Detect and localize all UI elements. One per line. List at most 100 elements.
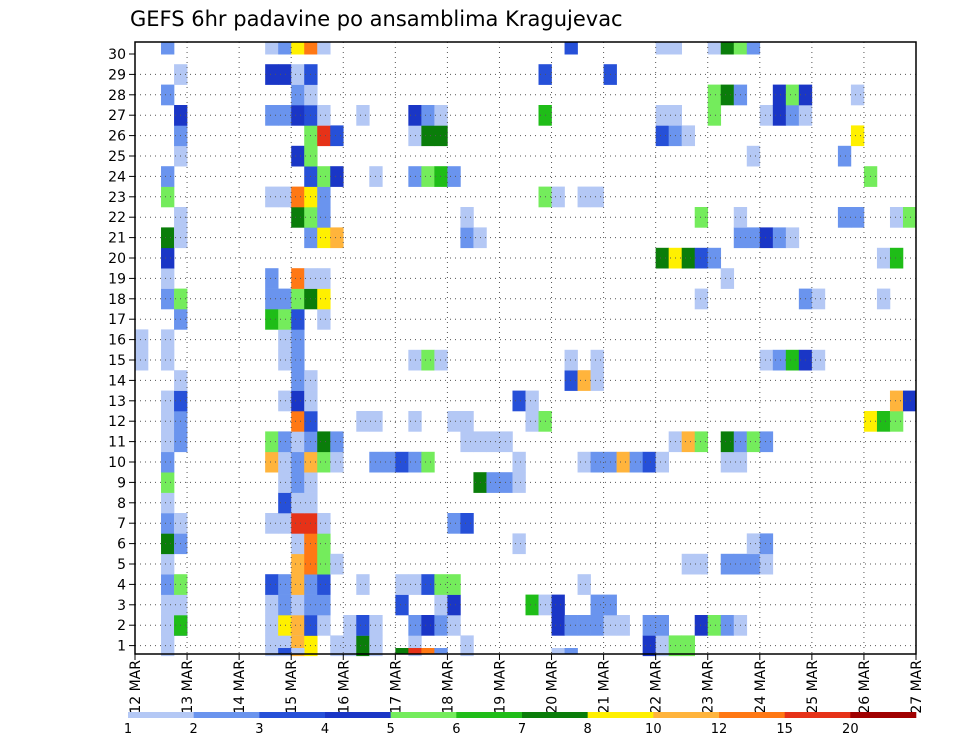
heatmap-cell-150 — [681, 431, 696, 453]
heatmap-cell-265 — [590, 186, 604, 208]
heatmap-cell-187 — [278, 349, 292, 371]
heatmap-cell-217 — [811, 288, 826, 310]
y-tick-label: 4 — [117, 577, 126, 593]
heatmap-cell-98 — [291, 513, 305, 534]
heatmap-cell-293 — [265, 105, 279, 126]
heatmap-cell-46 — [161, 594, 175, 616]
heatmap-cell-141 — [291, 431, 305, 453]
heatmap-cell-269 — [330, 166, 344, 187]
colorbar-label: 15 — [776, 722, 793, 737]
heatmap-cell-107 — [161, 472, 175, 493]
heatmap-cell-329 — [278, 42, 292, 55]
heatmap-cell-172 — [278, 390, 292, 412]
heatmap-cell-82 — [720, 553, 735, 575]
heatmap-cell-67 — [317, 574, 331, 595]
heatmap-cell-337 — [720, 42, 735, 55]
y-tick-label: 27 — [108, 108, 126, 124]
heatmap-cell-224 — [720, 268, 735, 289]
heatmap-cell-272 — [421, 166, 435, 187]
heatmap-cell-290 — [681, 125, 696, 147]
y-tick-label: 18 — [108, 292, 126, 308]
heatmap-cell-243 — [772, 227, 787, 249]
heatmap-cell-180 — [291, 370, 305, 391]
y-tick-label: 2 — [117, 618, 126, 634]
heatmap-cell-273 — [434, 166, 448, 187]
heatmap-cell-36 — [577, 615, 591, 636]
colorbar-label: 6 — [452, 722, 460, 737]
heatmap-cell-344 — [421, 648, 435, 655]
heatmap-cell-52 — [317, 594, 331, 616]
heatmap-cell-319 — [850, 84, 865, 106]
y-axis: 1234567891011121314151617181920212223242… — [108, 47, 135, 655]
heatmap-cell-188 — [291, 349, 305, 371]
heatmap-cell-263 — [551, 186, 565, 208]
heatmap-cell-103 — [161, 492, 175, 514]
heatmap-cell-294 — [278, 105, 292, 126]
heatmap-cell-23 — [278, 615, 292, 636]
heatmap-cell-196 — [785, 349, 800, 371]
heatmap-cell-68 — [356, 574, 370, 595]
heatmap-cell-335 — [668, 42, 682, 55]
heatmap-cell-139 — [265, 431, 279, 453]
heatmap-cell-219 — [161, 268, 175, 289]
heatmap-cell-0 — [161, 635, 175, 657]
heatmap-cell-80 — [681, 553, 696, 575]
heatmap-cell-144 — [330, 431, 344, 453]
heatmap-cell-206 — [291, 309, 305, 330]
colorbar-swatch — [325, 712, 391, 718]
heatmap-cell-283 — [317, 125, 331, 147]
heatmap-cell-39 — [616, 615, 630, 636]
heatmap-cell-72 — [434, 574, 448, 595]
heatmap-cell-43 — [707, 615, 722, 636]
heatmap-cell-297 — [317, 105, 331, 126]
heatmap-cell-69 — [395, 574, 409, 595]
colorbar-swatch — [587, 712, 654, 718]
y-tick-label: 1 — [117, 639, 126, 655]
heatmap-cell-340 — [278, 648, 292, 655]
y-tick-label: 9 — [117, 475, 126, 491]
heatmap-cell-332 — [317, 42, 331, 55]
y-tick-label: 21 — [108, 231, 126, 247]
heatmap-cell-90 — [317, 533, 331, 555]
colorbar-label: 20 — [842, 722, 859, 737]
heatmap-cell-306 — [759, 105, 774, 126]
heatmap-cell-86 — [161, 533, 175, 555]
heatmap-cell-279 — [746, 145, 761, 167]
heatmap-cell-85 — [759, 553, 774, 575]
heatmap-cell-301 — [434, 105, 448, 126]
heatmap-cell-20 — [161, 615, 175, 636]
heatmap-cell-200 — [161, 329, 175, 351]
heatmap-cell-334 — [655, 42, 669, 55]
colorbar-swatch — [719, 712, 785, 718]
heatmap-cell-64 — [278, 574, 292, 595]
heatmap-cell-11 — [356, 635, 370, 657]
heatmap-cell-81 — [694, 553, 709, 575]
heatmap-cell-287 — [434, 125, 448, 147]
heatmap-cell-307 — [772, 105, 787, 126]
heatmap-cell-184 — [590, 370, 604, 391]
heatmap-cell-24 — [291, 615, 305, 636]
heatmap-cell-42 — [694, 615, 709, 636]
heatmap-cell-16 — [642, 635, 656, 657]
heatmap-cell-291 — [850, 125, 865, 147]
heatmap-cell-173 — [291, 390, 305, 412]
heatmap-cell-53 — [395, 594, 409, 616]
heatmap-cell-221 — [291, 268, 305, 289]
heatmap-cell-152 — [720, 431, 735, 453]
heatmap-cell-242 — [759, 227, 774, 249]
heatmap-cell-114 — [512, 472, 526, 493]
heatmap-cell-308 — [785, 105, 800, 126]
heatmap-cell-284 — [330, 125, 344, 147]
heatmap-cell-126 — [421, 451, 435, 473]
colorbar-label: 12 — [711, 722, 728, 737]
heatmap-cell-258 — [278, 186, 292, 208]
heatmap-cell-327 — [161, 42, 175, 55]
heatmap-cell-50 — [291, 594, 305, 616]
colorbar-swatch — [128, 712, 194, 718]
colorbar-label: 4 — [321, 722, 329, 737]
heatmap-cell-241 — [746, 227, 761, 249]
heatmap-cell-127 — [512, 451, 526, 473]
colorbar-swatch — [850, 712, 917, 718]
heatmap-cell-135 — [720, 451, 735, 473]
heatmap-cell-223 — [317, 268, 331, 289]
